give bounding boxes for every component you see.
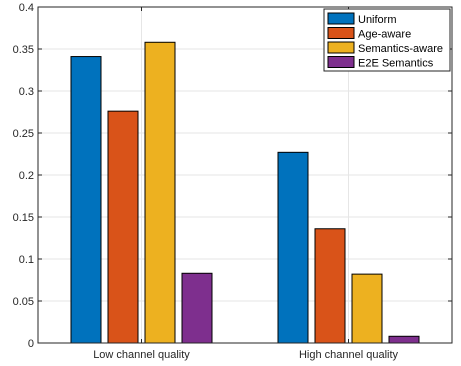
y-tick-label: 0: [28, 338, 34, 350]
legend-swatch: [327, 27, 355, 39]
bar-uniform-1: [70, 56, 102, 344]
y-tick-label: 0.35: [13, 44, 34, 56]
y-tick-label: 0.4: [19, 2, 34, 14]
x-axis-ticks: Low channel quality High channel quality: [93, 7, 399, 361]
legend-swatch: [327, 41, 355, 54]
bar-semantics-aware-1: [144, 41, 176, 344]
bar-e2e-semantics-2: [388, 335, 420, 344]
legend-label: Uniform: [358, 14, 397, 26]
bar-age-aware-1: [107, 110, 139, 344]
y-tick-label: 0.25: [13, 128, 34, 140]
legend-label: Age-aware: [358, 29, 411, 41]
x-tick-label: High channel quality: [299, 349, 399, 361]
x-tick-label: Low channel quality: [93, 349, 190, 361]
bar-semantics-aware-2: [351, 273, 383, 344]
y-tick-label: 0.1: [19, 254, 34, 266]
y-axis-ticks: 0 0.05 0.1 0.15 0.2 0.25 0.3 0.35 0.4: [13, 2, 452, 350]
legend-label: E2E Semantics: [358, 58, 434, 70]
bar-age-aware-2: [314, 228, 346, 344]
y-tick-label: 0.05: [13, 296, 34, 308]
y-tick-label: 0.15: [13, 212, 34, 224]
legend-swatch: [327, 12, 355, 25]
y-tick-label: 0.2: [19, 170, 34, 182]
bar-uniform-2: [277, 151, 309, 344]
legend: Uniform Age-aware Semantics-aware E2E Seman…: [323, 8, 451, 72]
bars: [70, 41, 420, 344]
y-tick-label: 0.3: [19, 86, 34, 98]
legend-swatch: [327, 56, 355, 68]
legend-label: Semantics-aware: [358, 43, 443, 55]
bar-e2e-semantics-1: [181, 272, 213, 344]
